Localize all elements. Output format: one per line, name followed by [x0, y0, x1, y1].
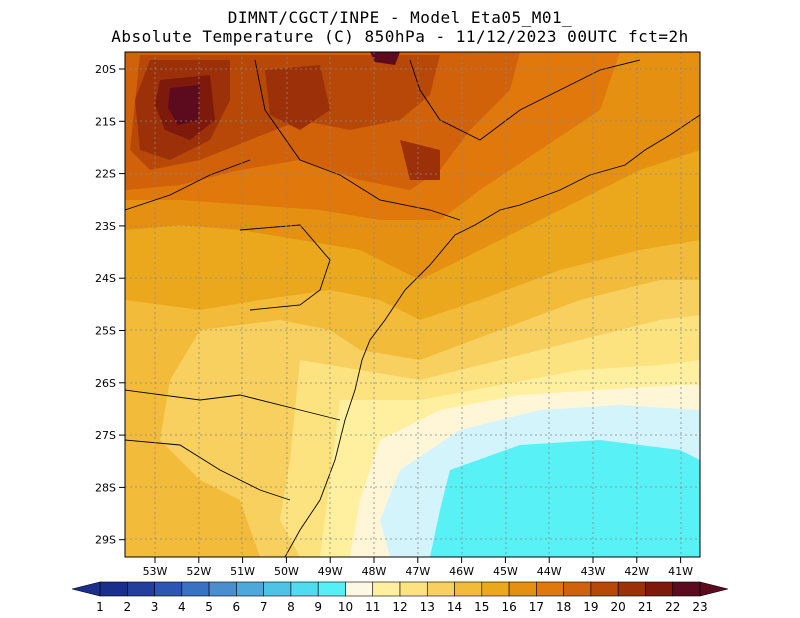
colorbar-label: 3: [151, 600, 159, 614]
colorbar-label: 23: [692, 600, 707, 614]
lon-tick-label: 49W: [318, 565, 343, 578]
plot-frame: [124, 51, 701, 558]
colorbar-label: 13: [420, 600, 435, 614]
state-border-sp-mg: [254, 59, 461, 221]
colorbar-label: 15: [474, 600, 489, 614]
colorbar-label: 8: [287, 600, 295, 614]
map-title-line2: Absolute Temperature (C) 850hPa - 11/12/…: [111, 27, 689, 46]
colorbar-label: 7: [260, 600, 268, 614]
colorbar-max-arrow: [699, 581, 729, 597]
lat-tick-label: 23S: [95, 220, 116, 233]
lon-tick-label: 46W: [449, 565, 474, 578]
lon-tick-label: 47W: [405, 565, 430, 578]
lon-tick-label: 44W: [537, 565, 562, 578]
colorbar-swatch: [399, 581, 428, 597]
colorbar-swatch: [263, 581, 292, 597]
colorbar-label: 5: [205, 600, 213, 614]
colorbar-swatch: [99, 581, 128, 597]
map-title-line1: DIMNT/CGCT/INPE - Model Eta05_M01_: [227, 8, 573, 27]
colorbar-swatch: [208, 581, 237, 597]
colorbar: 1 2 3 4 5 6 7 8 9 10 11 12 13 14 15 16 17 18 19 20 21 22 23: [71, 581, 729, 614]
colorbar-label: 16: [501, 600, 516, 614]
colorbar-swatch: [236, 581, 264, 597]
lon-tick-label: 48W: [362, 565, 387, 578]
colorbar-swatch: [645, 581, 674, 597]
colorbar-swatch: [317, 581, 346, 597]
colorbar-swatch: [126, 581, 155, 597]
lon-tick-label: 42W: [624, 565, 649, 578]
lon-tick-label: 52W: [186, 565, 211, 578]
colorbar-swatch: [536, 581, 564, 597]
longitude-axis: 53W 52W 51W 50W 49W 48W 47W 46W 45W 44W 43W 42W 41W: [143, 557, 693, 578]
state-border-sc: [125, 389, 341, 421]
state-border-rs: [125, 439, 291, 501]
colorbar-swatch: [290, 581, 319, 597]
lon-tick-label: 53W: [143, 565, 168, 578]
colorbar-min-arrow: [71, 581, 101, 597]
lat-tick-label: 20S: [95, 63, 116, 76]
field-21c-c: [400, 140, 440, 180]
graticule: [125, 52, 700, 557]
lat-tick-label: 25S: [95, 325, 116, 338]
lat-tick-label: 22S: [95, 168, 116, 181]
colorbar-swatch: [617, 581, 646, 597]
field-23c-b: [370, 52, 400, 65]
colorbar-label: 2: [123, 600, 131, 614]
lat-tick-label: 21S: [95, 115, 116, 128]
colorbar-label: 6: [233, 600, 241, 614]
colorbar-label: 9: [314, 600, 322, 614]
colorbar-swatch: [590, 581, 619, 597]
lat-tick-label: 27S: [95, 429, 116, 442]
colorbar-label: 18: [556, 600, 571, 614]
colorbar-label: 1: [96, 600, 104, 614]
colorbar-label: 10: [338, 600, 353, 614]
field-21c-b: [265, 65, 330, 130]
colorbar-swatch: [426, 581, 455, 597]
colorbar-swatch: [181, 581, 210, 597]
colorbar-swatch: [454, 581, 483, 597]
field-9c: [430, 440, 700, 557]
colorbar-swatch: [508, 581, 537, 597]
colorbar-label: 20: [611, 600, 626, 614]
lon-tick-label: 41W: [668, 565, 693, 578]
lon-tick-label: 51W: [230, 565, 255, 578]
colorbar-label: 11: [365, 600, 380, 614]
colorbar-swatch: [372, 581, 401, 597]
lon-tick-label: 43W: [581, 565, 606, 578]
colorbar-label: 4: [178, 600, 186, 614]
temperature-field: [125, 52, 700, 557]
colorbar-swatch: [345, 581, 374, 597]
latitude-axis: 20S 21S 22S 23S 24S 25S 26S 27S 28S 29S: [95, 63, 125, 547]
colorbar-swatch: [672, 581, 701, 597]
colorbar-label: 21: [638, 600, 653, 614]
colorbar-swatch: [563, 581, 592, 597]
lat-tick-label: 29S: [95, 534, 116, 547]
colorbar-swatch: [154, 581, 183, 597]
lat-tick-label: 26S: [95, 377, 116, 390]
colorbar-label: 22: [665, 600, 680, 614]
colorbar-label: 12: [392, 600, 407, 614]
colorbar-label: 14: [447, 600, 462, 614]
colorbar-label: 19: [583, 600, 598, 614]
lon-tick-label: 45W: [493, 565, 518, 578]
colorbar-swatch: [481, 581, 510, 597]
colorbar-label: 17: [529, 600, 544, 614]
lat-tick-label: 28S: [95, 481, 116, 494]
state-border-ms: [125, 159, 251, 211]
coastline: [284, 114, 700, 557]
lat-tick-label: 24S: [95, 272, 116, 285]
field-23c: [168, 85, 200, 125]
lon-tick-label: 50W: [274, 565, 299, 578]
